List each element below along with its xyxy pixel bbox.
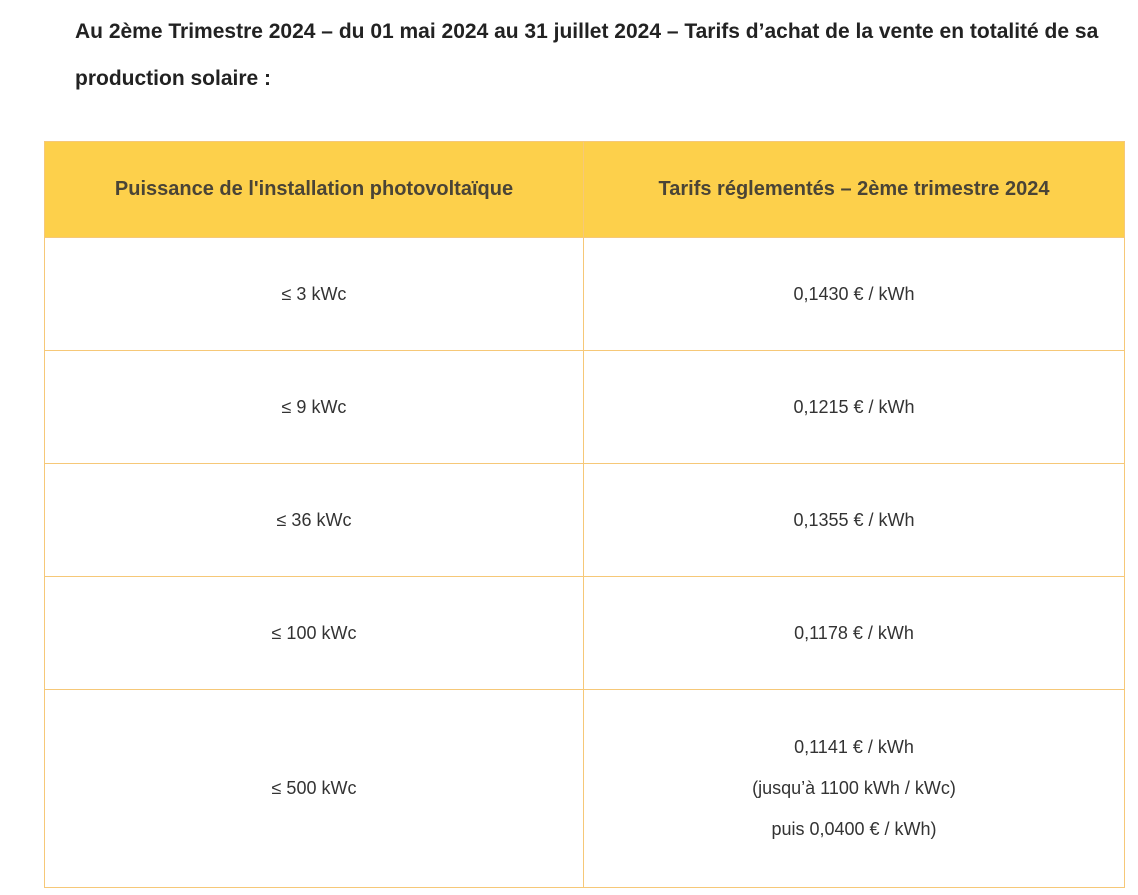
table-row: ≤ 100 kWc 0,1178 € / kWh <box>44 576 1125 690</box>
power-cell: ≤ 9 kWc <box>44 350 584 464</box>
intro-paragraph: Au 2ème Trimestre 2024 – du 01 mai 2024 … <box>75 20 1099 90</box>
table-row: ≤ 9 kWc 0,1215 € / kWh <box>44 350 1125 464</box>
tariff-line: puis 0,0400 € / kWh) <box>771 819 937 839</box>
table-row: ≤ 500 kWc 0,1141 € / kWh (jusqu’à 1100 k… <box>44 689 1125 888</box>
tariff-cell: 0,1141 € / kWh (jusqu’à 1100 kWh / kWc) … <box>583 689 1125 888</box>
tariff-line: 0,1141 € / kWh <box>794 737 914 757</box>
tariff-line: (jusqu’à 1100 kWh / kWc) <box>752 778 956 798</box>
header-power: Puissance de l'installation photovoltaïq… <box>44 141 584 238</box>
table-header-row: Puissance de l'installation photovoltaïq… <box>44 141 1125 238</box>
tariff-cell: 0,1355 € / kWh <box>583 463 1125 577</box>
tariff-cell: 0,1430 € / kWh <box>583 237 1125 351</box>
tariff-table: Puissance de l'installation photovoltaïq… <box>44 141 1125 888</box>
power-cell: ≤ 36 kWc <box>44 463 584 577</box>
power-cell: ≤ 100 kWc <box>44 576 584 690</box>
table-row: ≤ 3 kWc 0,1430 € / kWh <box>44 237 1125 351</box>
power-cell: ≤ 500 kWc <box>44 689 584 888</box>
tariff-cell: 0,1215 € / kWh <box>583 350 1125 464</box>
table-row: ≤ 36 kWc 0,1355 € / kWh <box>44 463 1125 577</box>
tariff-cell: 0,1178 € / kWh <box>583 576 1125 690</box>
power-cell: ≤ 3 kWc <box>44 237 584 351</box>
header-tariff: Tarifs réglementés – 2ème trimestre 2024 <box>583 141 1125 238</box>
